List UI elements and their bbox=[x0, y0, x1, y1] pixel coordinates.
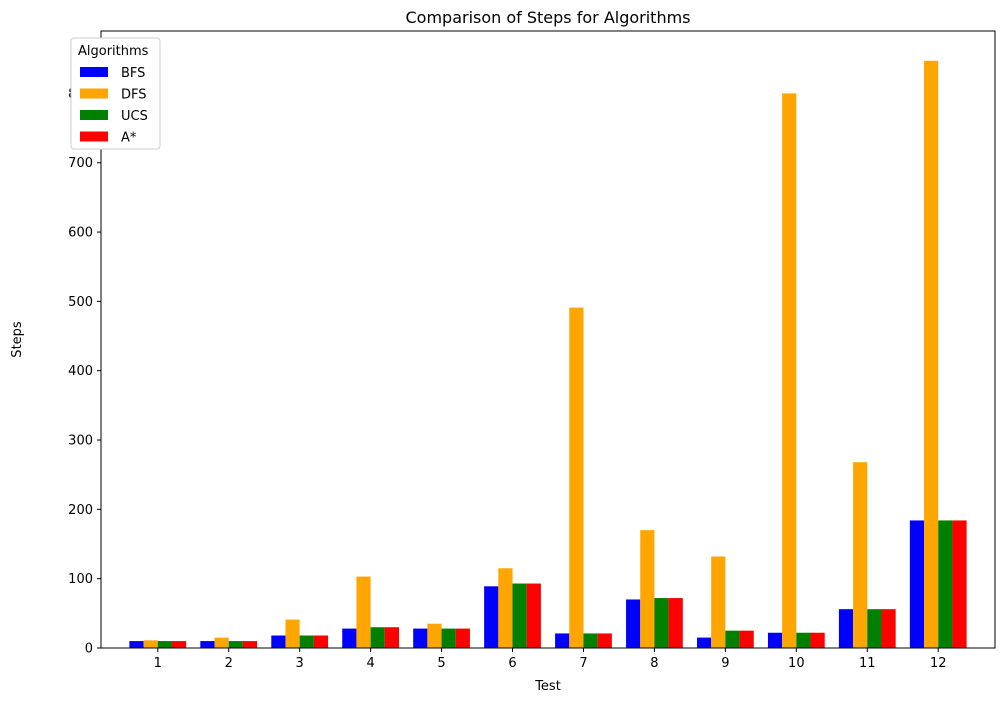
x-axis-title: Test bbox=[534, 679, 561, 694]
bar-dfs-test-6 bbox=[498, 568, 513, 648]
bar-ucs-test-12 bbox=[938, 520, 953, 648]
legend-swatch bbox=[80, 110, 108, 120]
x-tick-label: 11 bbox=[859, 656, 876, 671]
x-tick-label: 1 bbox=[154, 656, 162, 671]
y-tick-label: 400 bbox=[68, 364, 93, 379]
x-tick-label: 9 bbox=[721, 656, 729, 671]
y-tick-label: 200 bbox=[68, 503, 93, 518]
bar-bfs-test-8 bbox=[626, 599, 641, 648]
bar-a-test-9 bbox=[739, 630, 754, 648]
bar-a-test-6 bbox=[526, 583, 541, 648]
bar-bfs-test-4 bbox=[342, 628, 357, 648]
bar-a-test-5 bbox=[455, 628, 470, 648]
bar-dfs-test-11 bbox=[853, 462, 868, 648]
bar-dfs-test-3 bbox=[285, 619, 300, 648]
legend-label: A* bbox=[121, 131, 137, 146]
y-tick-label: 700 bbox=[68, 156, 93, 171]
bar-a-test-11 bbox=[881, 609, 896, 648]
legend-swatch bbox=[80, 88, 108, 99]
legend-swatch bbox=[80, 131, 108, 142]
bar-bfs-test-1 bbox=[129, 641, 144, 648]
bars-group bbox=[129, 60, 967, 649]
bar-ucs-test-6 bbox=[512, 583, 527, 648]
legend-swatch bbox=[80, 67, 108, 77]
legend-label: BFS bbox=[121, 66, 145, 81]
legend-box bbox=[70, 37, 161, 150]
bar-ucs-test-7 bbox=[583, 633, 598, 648]
bar-bfs-test-11 bbox=[838, 609, 854, 648]
plot-frame bbox=[100, 30, 996, 649]
bar-bfs-test-3 bbox=[271, 635, 286, 648]
legend-label: DFS bbox=[121, 88, 147, 103]
y-tick-label: 300 bbox=[68, 434, 93, 449]
bar-a-test-8 bbox=[668, 598, 683, 648]
legend-items: BFS DFS UCS A* bbox=[80, 66, 148, 146]
x-tick-label: 12 bbox=[930, 656, 947, 671]
x-tick-label: 7 bbox=[579, 656, 587, 671]
bar-bfs-test-9 bbox=[697, 637, 712, 648]
x-tick-label: 3 bbox=[296, 656, 304, 671]
bar-ucs-test-11 bbox=[867, 609, 882, 648]
bar-dfs-test-10 bbox=[782, 93, 797, 649]
bar-a-test-7 bbox=[597, 633, 612, 648]
y-tick-label: 100 bbox=[68, 572, 93, 587]
x-axis: 1 2 3 4 5 6 7 8 9 10 11 12 bbox=[154, 648, 947, 671]
x-tick-label: 4 bbox=[366, 656, 374, 671]
x-tick-label: 8 bbox=[650, 656, 658, 671]
bar-dfs-test-7 bbox=[569, 307, 584, 648]
bar-a-test-12 bbox=[952, 520, 967, 648]
bar-ucs-test-1 bbox=[157, 641, 172, 648]
bar-bfs-test-7 bbox=[555, 633, 570, 648]
bar-bfs-test-10 bbox=[767, 632, 783, 648]
bar-ucs-test-8 bbox=[654, 598, 669, 648]
bar-ucs-test-5 bbox=[441, 628, 456, 648]
x-tick-label: 2 bbox=[225, 656, 233, 671]
bar-bfs-test-2 bbox=[200, 641, 215, 648]
bar-ucs-test-2 bbox=[228, 641, 243, 648]
y-tick-label: 500 bbox=[68, 295, 93, 310]
bar-dfs-test-2 bbox=[214, 637, 229, 648]
bar-ucs-test-3 bbox=[299, 635, 314, 648]
legend: Algorithms BFS DFS UCS A* bbox=[70, 37, 161, 150]
bar-dfs-test-12 bbox=[924, 60, 939, 648]
bar-a-test-3 bbox=[313, 635, 329, 648]
x-tick-label: 10 bbox=[788, 656, 805, 671]
bar-dfs-test-5 bbox=[427, 623, 442, 648]
y-tick-label: 600 bbox=[68, 226, 93, 241]
bar-ucs-test-4 bbox=[370, 627, 385, 648]
chart-title: Comparison of Steps for Algorithms bbox=[405, 8, 690, 27]
legend-label: UCS bbox=[121, 109, 148, 124]
bar-bfs-test-12 bbox=[909, 520, 925, 648]
bar-bfs-test-5 bbox=[413, 628, 428, 648]
bar-ucs-test-9 bbox=[725, 630, 740, 648]
x-tick-label: 6 bbox=[508, 656, 516, 671]
y-tick-label: 0 bbox=[85, 642, 93, 657]
bar-bfs-test-6 bbox=[484, 586, 499, 648]
y-axis: 0100200300400500600700800 bbox=[68, 87, 101, 657]
legend-title: Algorithms bbox=[78, 44, 149, 59]
bar-dfs-test-8 bbox=[640, 530, 655, 648]
bar-a-test-2 bbox=[242, 641, 258, 648]
bar-ucs-test-10 bbox=[796, 632, 811, 648]
bar-a-test-10 bbox=[810, 632, 825, 648]
bar-dfs-test-9 bbox=[711, 556, 726, 648]
bar-dfs-test-4 bbox=[356, 576, 371, 648]
bar-a-test-4 bbox=[384, 627, 399, 648]
bar-dfs-test-1 bbox=[143, 640, 158, 648]
y-axis-title: Steps bbox=[10, 321, 25, 358]
x-tick-label: 5 bbox=[437, 656, 445, 671]
bar-a-test-1 bbox=[171, 641, 187, 648]
